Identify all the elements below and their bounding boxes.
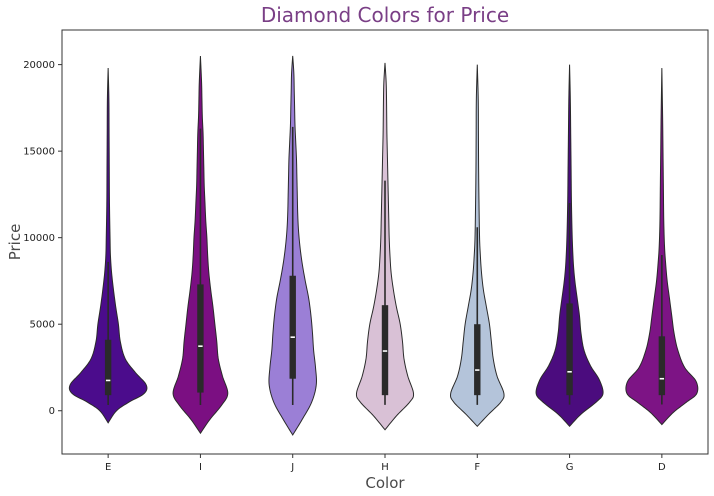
x-tick-label-E: E — [105, 462, 111, 473]
y-tick-label-15000: 15000 — [23, 147, 55, 158]
iqr-box-F — [474, 324, 481, 396]
iqr-box-I — [197, 284, 204, 393]
iqr-box-D — [658, 336, 666, 396]
x-tick-label-J: J — [290, 462, 294, 473]
chart-title: Diamond Colors for Price — [261, 3, 509, 27]
y-tick-label-20000: 20000 — [23, 60, 55, 71]
iqr-box-J — [289, 275, 296, 379]
x-tick-label-H: H — [381, 462, 389, 473]
iqr-box-E — [104, 339, 112, 396]
x-tick-label-I: I — [199, 462, 202, 473]
y-tick-label-5000: 5000 — [30, 320, 55, 331]
y-tick-label-0: 0 — [49, 406, 55, 417]
violin-E — [68, 68, 148, 424]
x-tick-label-F: F — [474, 462, 480, 473]
y-tick-label-10000: 10000 — [23, 233, 55, 244]
x-axis-label: Color — [365, 474, 405, 492]
violin-D — [625, 68, 699, 426]
iqr-box-H — [381, 305, 389, 396]
violins-group — [68, 55, 699, 436]
y-axis: 0 5000 10000 15000 20000 — [23, 60, 62, 417]
iqr-box-G — [566, 303, 573, 396]
x-tick-label-D: D — [658, 462, 666, 473]
x-tick-label-G: G — [566, 462, 574, 473]
y-axis-label: Price — [6, 224, 24, 261]
